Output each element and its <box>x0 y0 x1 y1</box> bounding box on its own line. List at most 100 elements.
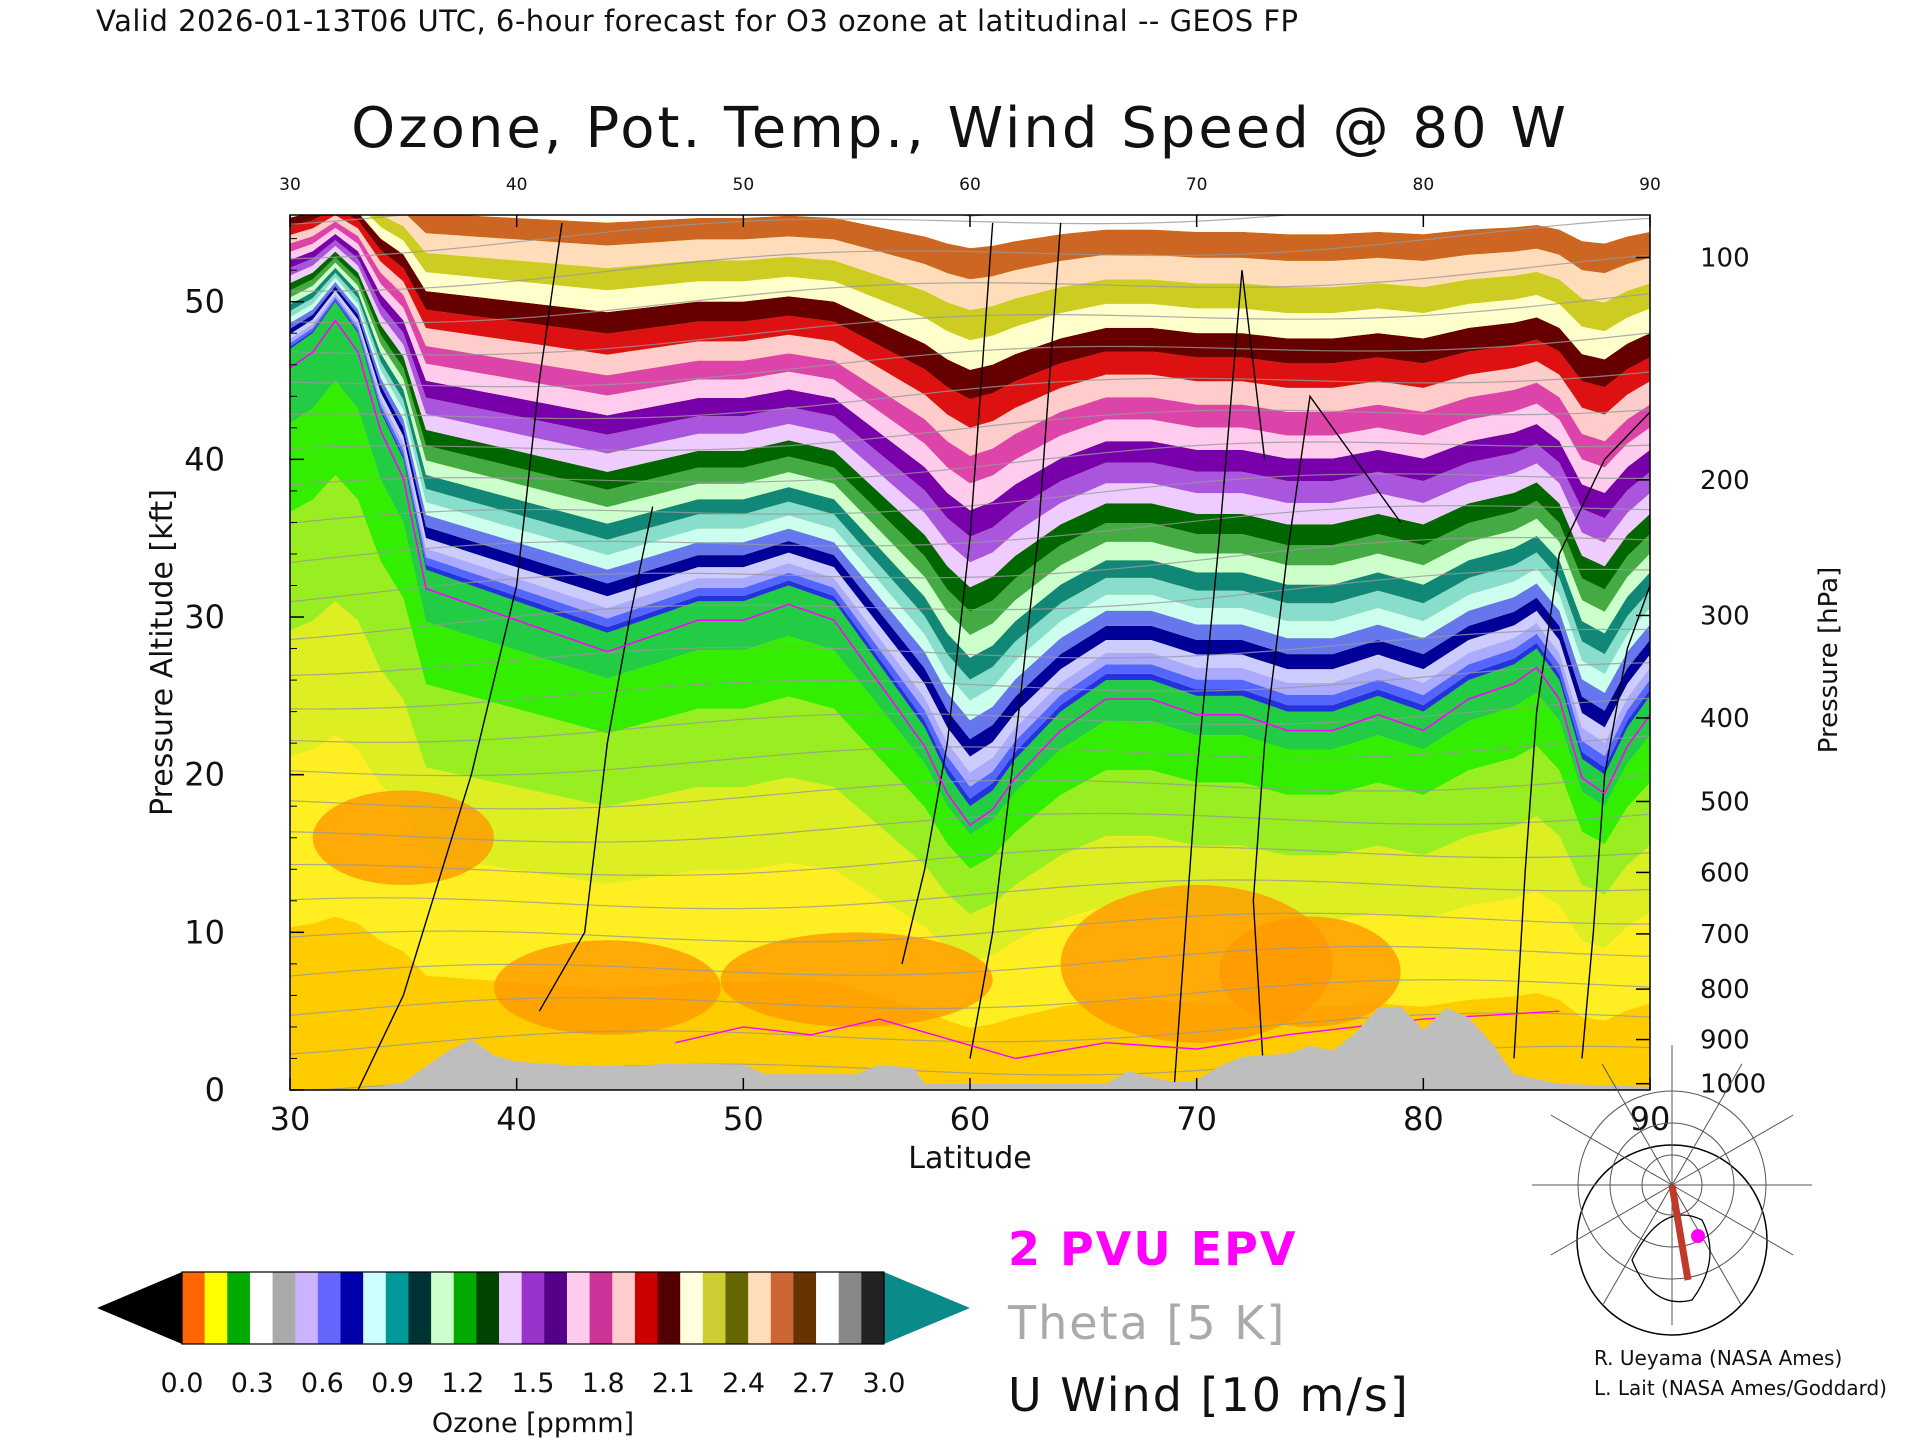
colorbar-swatch <box>793 1272 817 1344</box>
stratosphere-band <box>290 221 1650 484</box>
wind-contour <box>1173 270 1266 1090</box>
pressure-tick-label: 100 <box>1700 244 1750 274</box>
pressure-tick-label: 800 <box>1700 975 1750 1005</box>
y-tick-label: 40 <box>184 440 225 478</box>
theta-contour <box>290 254 1650 324</box>
map-meridian <box>1601 1184 1673 1307</box>
colorbar-frame <box>181 1271 885 1345</box>
colorbar-tick-label: 0.9 <box>371 1368 414 1399</box>
colorbar-swatch <box>227 1272 251 1344</box>
theta-contour <box>290 568 1650 641</box>
credit-line-2: L. Lait (NASA Ames/Goddard) <box>1594 1376 1887 1400</box>
y-tick-label: 10 <box>184 913 225 951</box>
theta-contour <box>290 292 1650 356</box>
stratosphere-band <box>458 215 1650 249</box>
colorbar-swatch <box>431 1272 455 1344</box>
colorbar-tick-label: 1.8 <box>582 1368 625 1399</box>
x-top-tick-label: 60 <box>959 175 981 195</box>
colorbar-swatch <box>295 1272 319 1344</box>
y-axis-label: Pressure Altitude [kft] <box>145 489 180 816</box>
colorbar-swatch <box>589 1272 613 1344</box>
pressure-tick-label: 200 <box>1700 466 1750 496</box>
theta-contour <box>290 945 1650 977</box>
colorbar-swatch <box>408 1272 432 1344</box>
colorbar-swatch <box>612 1272 636 1344</box>
colorbar-swatch <box>634 1272 659 1344</box>
legend-wind: U Wind [10 m/s] <box>1008 1368 1410 1422</box>
colorbar-swatch <box>385 1272 410 1344</box>
wind-contour <box>357 222 563 1090</box>
pressure-tick-label: 900 <box>1700 1026 1750 1056</box>
colorbar-swatch <box>566 1272 591 1344</box>
pressure-tick-label: 600 <box>1700 858 1750 888</box>
x-axis-label: Latitude <box>908 1141 1031 1176</box>
terrain <box>290 1006 1650 1090</box>
y-tick-label: 20 <box>184 756 225 794</box>
map-marker <box>1691 1229 1705 1243</box>
colorbar-tick-label: 1.2 <box>441 1368 484 1399</box>
stratosphere-band <box>290 215 1650 428</box>
ozone-blob <box>312 790 494 886</box>
colorbar-swatch <box>680 1272 704 1344</box>
theta-contour <box>290 409 1650 452</box>
wind-contour <box>1581 585 1650 1059</box>
x-tick-label: 40 <box>496 1100 537 1138</box>
colorbar-tick-label: 2.1 <box>652 1368 695 1399</box>
colorbar-label: Ozone [ppmm] <box>432 1408 634 1439</box>
theta-contour <box>290 628 1650 676</box>
x-top-tick-label: 40 <box>506 175 528 195</box>
theta-contour <box>290 332 1650 388</box>
map-meridian <box>1671 1063 1743 1186</box>
x-top-tick-label: 80 <box>1413 175 1435 195</box>
colorbar-swatch <box>657 1272 681 1344</box>
map-meridian <box>1550 1184 1673 1256</box>
colorbar-swatch <box>702 1272 727 1344</box>
stratosphere-band <box>381 215 1650 310</box>
colorbar-swatch <box>453 1272 477 1344</box>
cross-section-track <box>1668 1184 1692 1281</box>
pressure-tick-label: 1000 <box>1700 1070 1766 1100</box>
map-meridian <box>1550 1114 1673 1186</box>
stratosphere-band <box>406 215 1650 280</box>
y-tick-label: 30 <box>184 598 225 636</box>
pressure-tick-label: 500 <box>1700 787 1750 817</box>
x-tick-label: 90 <box>1630 1100 1671 1138</box>
colorbar-tick-label: 2.7 <box>792 1368 835 1399</box>
x-top-tick-label: 90 <box>1639 175 1661 195</box>
colorbar-swatch <box>725 1272 749 1344</box>
map-meridian <box>1601 1063 1673 1186</box>
pressure-tick-label: 400 <box>1700 704 1750 734</box>
legend-theta: Theta [5 K] <box>1008 1296 1287 1350</box>
stratosphere-band <box>290 215 1650 370</box>
theta-contour <box>290 441 1650 486</box>
theta-contour <box>290 473 1650 524</box>
colorbar-swatch <box>249 1272 274 1344</box>
map-meridian <box>1671 1114 1794 1186</box>
theta-contour <box>290 536 1650 603</box>
wind-contour <box>1513 411 1650 1059</box>
colorbar-swatch <box>748 1272 772 1344</box>
theta-contour <box>290 217 1650 292</box>
y-tick-label: 50 <box>184 283 225 321</box>
colorbar-tick-label: 1.5 <box>512 1368 555 1399</box>
wind-contour <box>901 222 994 965</box>
theta-contour <box>290 735 1650 777</box>
theta-contour <box>290 371 1650 420</box>
colorbar-swatch <box>544 1272 568 1344</box>
ozone-blob <box>493 940 721 1035</box>
colorbar-tick-label: 2.4 <box>722 1368 765 1399</box>
y-tick-label: 0 <box>205 1071 225 1109</box>
colorbar-tick-label: 0.3 <box>231 1368 274 1399</box>
colorbar-swatch <box>340 1272 364 1344</box>
colorbar-swatch <box>317 1272 342 1344</box>
ozone-blob <box>1219 916 1401 1027</box>
colorbar-tick-label: 3.0 <box>863 1368 906 1399</box>
colorbar-swatch <box>363 1272 387 1344</box>
x-top-tick-label: 50 <box>733 175 755 195</box>
x-tick-label: 30 <box>270 1100 311 1138</box>
theta-contour <box>290 912 1650 943</box>
theta-contour <box>290 979 1650 1016</box>
colorbar-swatch <box>838 1272 862 1344</box>
theta-contour <box>290 1012 1650 1055</box>
